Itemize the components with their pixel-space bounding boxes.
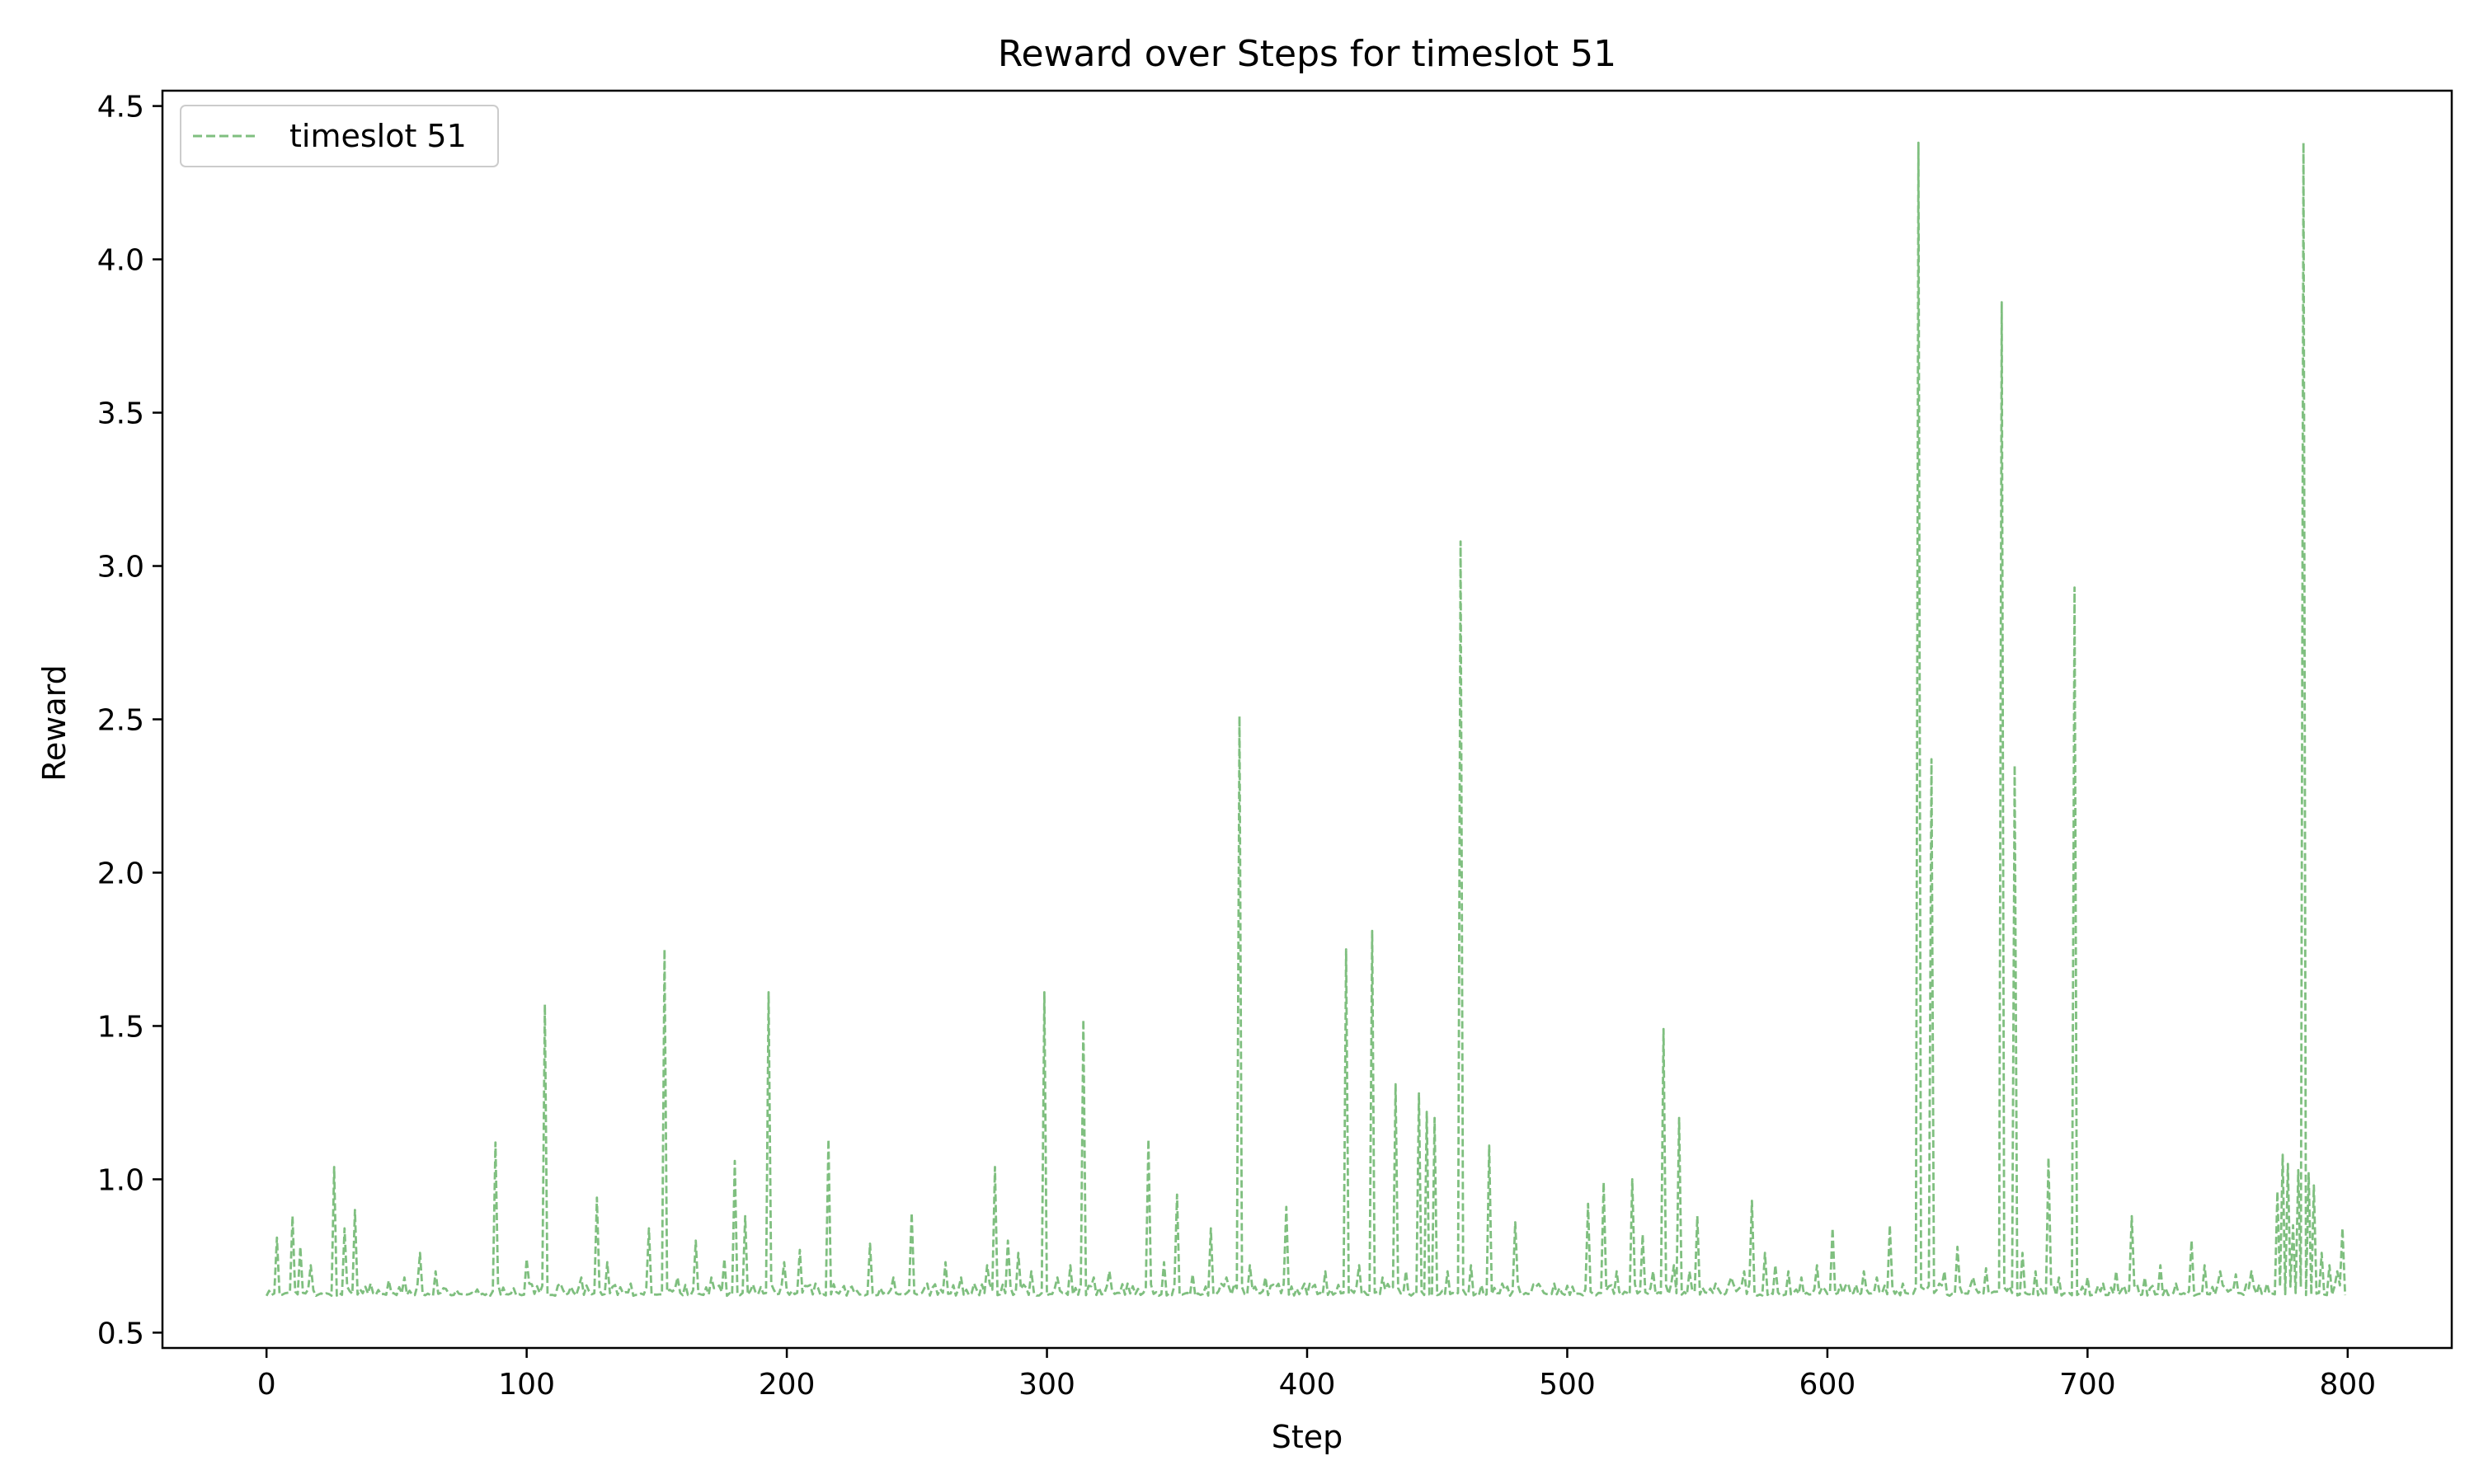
series-layer xyxy=(265,141,2347,1298)
y-tick-label: 2.5 xyxy=(97,704,144,738)
x-tick-label: 400 xyxy=(1279,1368,1336,1402)
x-tick-label: 700 xyxy=(2059,1368,2116,1402)
y-tick-label: 3.5 xyxy=(97,397,144,431)
x-tick-label: 0 xyxy=(257,1368,276,1402)
x-tick-label: 800 xyxy=(2319,1368,2376,1402)
x-tick-label: 300 xyxy=(1018,1368,1075,1402)
legend: timeslot 51 xyxy=(180,105,499,167)
y-tick-label: 4.0 xyxy=(97,244,144,278)
chart-title: Reward over Steps for timeslot 51 xyxy=(998,33,1616,75)
x-tick-label: 600 xyxy=(1799,1368,1856,1402)
x-tick-label: 500 xyxy=(1539,1368,1596,1402)
x-axis: 0 100 200 300 400 500 600 700 800 xyxy=(257,1348,2376,1402)
y-axis-label: Reward xyxy=(36,665,73,782)
y-tick-label: 1.5 xyxy=(97,1010,144,1044)
y-tick-label: 1.0 xyxy=(97,1163,144,1197)
legend-box xyxy=(180,105,499,167)
x-axis-label: Step xyxy=(1272,1419,1343,1455)
x-tick-label: 200 xyxy=(759,1368,816,1402)
y-tick-label: 3.0 xyxy=(97,551,144,585)
y-tick-label: 2.0 xyxy=(97,857,144,890)
x-tick-label: 100 xyxy=(498,1368,555,1402)
y-tick-label: 0.5 xyxy=(97,1317,144,1350)
y-tick-label: 4.5 xyxy=(97,91,144,124)
series-line-timeslot-51 xyxy=(265,141,2347,1298)
y-axis: 0.5 1.0 1.5 2.0 2.5 3.0 3.5 4.0 4.5 xyxy=(97,91,162,1350)
legend-label: timeslot 51 xyxy=(289,118,467,154)
